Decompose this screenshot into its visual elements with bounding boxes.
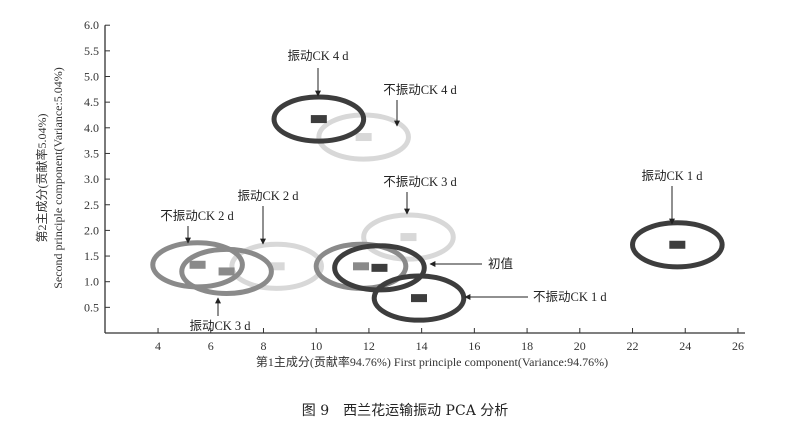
y-tick-label: 1.0: [84, 275, 99, 289]
x-tick-label: 4: [155, 339, 161, 353]
annotation-label: 振动CK 3 d: [189, 319, 251, 333]
y-tick-label: 2.5: [84, 198, 99, 212]
centroid-point: [355, 133, 372, 142]
axes: 4 6 8 10 12 14 16 18 20 22 24 26 0.5 1.0 1.5 2.0 2.5 3.0 3…: [84, 18, 745, 353]
centroid-point: [400, 233, 417, 242]
x-tick-label: 6: [208, 339, 214, 353]
y-tick-label: 3.0: [84, 172, 99, 186]
y-tick-label: 3.5: [84, 146, 99, 160]
confidence-ellipse: [361, 212, 456, 262]
centroid-point: [411, 294, 428, 303]
x-tick-label: 18: [521, 339, 533, 353]
centroid-point: [189, 260, 206, 269]
y-tick-label: 6.0: [84, 18, 99, 32]
annotation-label: 初值: [488, 256, 513, 271]
confidence-ellipse: [229, 241, 324, 291]
centroid-point: [371, 263, 388, 272]
marks: [150, 94, 725, 323]
centroid-point: [353, 262, 370, 271]
y-tick-label: 5.0: [84, 70, 99, 84]
annotation-label: 振动CK 1 d: [641, 169, 703, 183]
x-tick-label: 24: [679, 339, 691, 353]
confidence-ellipse: [271, 94, 367, 144]
x-tick-label: 16: [468, 339, 480, 353]
annotation-label: 振动CK 2 d: [237, 189, 299, 203]
x-tick-label: 10: [310, 339, 322, 353]
figure-caption: 图 9 西兰花运输振动 PCA 分析: [302, 403, 509, 419]
centroid-point: [310, 115, 327, 124]
x-axis-label: 第1主成分(贡献率94.76%) First principle compone…: [256, 354, 608, 369]
y-tick-label: 5.5: [84, 44, 99, 58]
y-tick-label: 2.0: [84, 223, 99, 237]
confidence-ellipse: [371, 273, 467, 323]
centroid-point: [669, 240, 686, 249]
x-tick-label: 14: [416, 339, 428, 353]
confidence-ellipse: [179, 246, 274, 296]
y-tick-label: 1.5: [84, 249, 99, 263]
y-tick-label: 0.5: [84, 300, 99, 314]
y-tick-label: 4.0: [84, 121, 99, 135]
y-axis-label-en: Second principle component(Variance:5.04…: [51, 67, 65, 289]
y-tick-label: 4.5: [84, 95, 99, 109]
annotation-label: 不振动CK 2 d: [160, 209, 234, 223]
x-tick-label: 26: [732, 339, 744, 353]
annotation-label: 振动CK 4 d: [287, 49, 349, 63]
annotation-label: 不振动CK 4 d: [383, 83, 457, 97]
centroid-point: [268, 262, 285, 271]
centroid-point: [218, 267, 235, 276]
x-tick-label: 20: [574, 339, 586, 353]
x-tick-label: 22: [627, 339, 639, 353]
annotation-label: 不振动CK 3 d: [383, 175, 457, 189]
confidence-ellipse: [630, 220, 725, 270]
x-tick-label: 8: [260, 339, 266, 353]
y-axis-label-cn: 第2主成分(贡献率5.04%): [34, 114, 49, 243]
x-tick-label: 12: [363, 339, 375, 353]
annotation-label: 不振动CK 1 d: [533, 290, 607, 304]
